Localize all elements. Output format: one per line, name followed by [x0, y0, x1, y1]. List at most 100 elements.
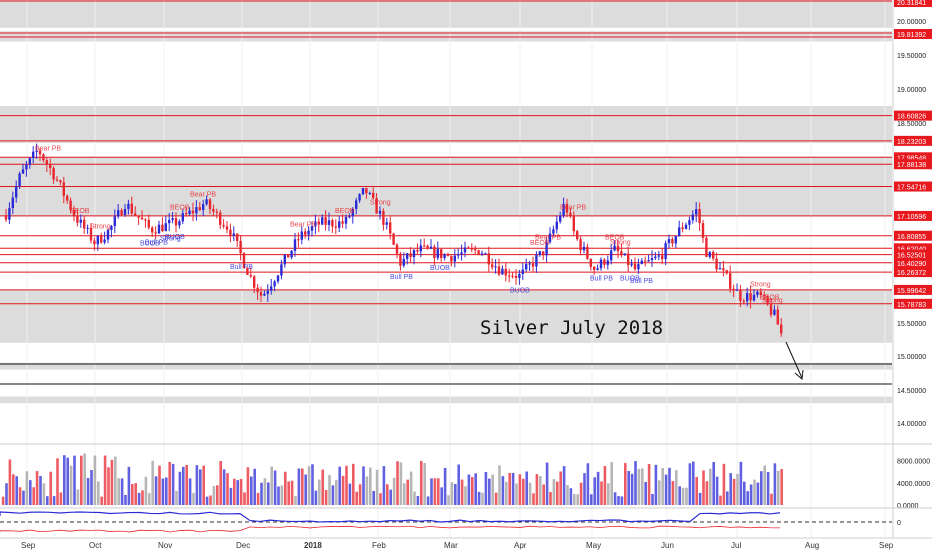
candle-body — [569, 212, 572, 216]
candle-body — [712, 251, 715, 259]
price-level-tag — [894, 181, 932, 192]
candle-body — [756, 291, 759, 295]
signal-label: Strong — [610, 240, 631, 247]
volume-bar — [678, 486, 681, 505]
volume-bar — [205, 496, 209, 505]
time-tick-label: Dec — [236, 541, 250, 550]
signal-label: BUOB — [510, 287, 530, 294]
price-level-tag — [894, 29, 932, 39]
volume-bar — [199, 469, 202, 505]
volume-bar — [103, 455, 107, 505]
candle-body — [191, 210, 195, 214]
candle-body — [776, 309, 779, 325]
time-tick-label: Sep — [879, 541, 894, 550]
volume-bar — [590, 494, 593, 505]
candle-body — [582, 246, 586, 251]
volume-bar — [505, 481, 508, 505]
signal-label: BEOB — [335, 208, 355, 215]
candle-body — [382, 210, 385, 225]
signal-label: Bull PB — [630, 278, 653, 285]
candle-body — [477, 250, 480, 255]
candle-body — [83, 219, 86, 229]
candle-body — [4, 216, 8, 220]
candle-body — [450, 256, 453, 262]
volume-bar — [158, 465, 161, 505]
signal-label: BUOB — [165, 234, 185, 241]
volume-pane: 8000.0000 4000.0000 0.0000 — [0, 443, 932, 510]
candle-body — [15, 185, 18, 198]
volume-bar — [22, 490, 25, 505]
price-level-tag — [894, 267, 932, 278]
candle-body — [168, 219, 171, 224]
volume-bar — [777, 470, 780, 505]
candle-body — [151, 227, 154, 233]
candle-body — [735, 289, 739, 291]
volume-tick-label: 8000.0000 — [897, 459, 930, 466]
candle-body — [205, 199, 208, 205]
volume-bar — [695, 476, 698, 505]
candle-body — [535, 255, 538, 267]
volume-bar — [739, 461, 743, 505]
chart-title: Silver July 2018 — [480, 317, 663, 339]
candle-body — [222, 224, 225, 227]
volume-bar — [270, 466, 273, 505]
volume-bar — [114, 456, 117, 505]
candle-body — [270, 286, 273, 291]
oscillator-pane: 0 — [0, 507, 932, 533]
volume-bar — [773, 463, 777, 505]
signal-label: Strong — [160, 235, 181, 242]
volume-bar — [86, 478, 90, 505]
candle-body — [511, 275, 514, 277]
candle-body — [705, 237, 708, 257]
candle-body — [249, 274, 252, 277]
candle-body — [137, 215, 140, 218]
price-axis[interactable]: 20.00000 19.50000 19.00000 18.50000 15.50000… — [892, 0, 932, 538]
candle-body — [610, 250, 613, 261]
candle-body — [123, 208, 127, 215]
candle-body — [52, 168, 55, 180]
volume-bar — [488, 478, 491, 505]
volume-bar — [573, 494, 576, 505]
zone-2 — [0, 106, 892, 143]
candle-body — [293, 239, 297, 251]
candle-body — [695, 209, 698, 215]
price-level-label: 17.88138 — [897, 162, 926, 169]
volume-bar — [39, 475, 42, 505]
volume-bar — [661, 468, 664, 505]
candle-body — [259, 292, 263, 296]
volume-bar — [454, 483, 457, 505]
signal-label: BUOB — [140, 241, 160, 248]
volume-bar — [508, 473, 511, 505]
candle-body — [120, 210, 123, 215]
candle-body — [729, 273, 732, 289]
volume-bar — [355, 491, 358, 505]
candle-body — [470, 248, 473, 250]
price-tick-label: 18.50000 — [897, 121, 926, 128]
candle-body — [678, 227, 681, 237]
candle-body — [181, 213, 184, 222]
volume-bar — [566, 485, 569, 505]
volume-bar — [90, 470, 93, 505]
candle-body — [100, 235, 103, 243]
candle-body — [273, 281, 276, 287]
volume-bar — [127, 466, 131, 505]
candle-body — [402, 258, 405, 266]
candle-body — [494, 266, 497, 268]
price-tick-label: 19.00000 — [897, 87, 926, 94]
candle-body — [538, 251, 541, 256]
price-zones — [0, 0, 892, 404]
price-level-label: 17.10596 — [897, 214, 926, 221]
candle-body — [480, 253, 484, 255]
projection-arrow — [785, 341, 804, 380]
volume-bar — [654, 464, 658, 505]
candle-body — [178, 221, 181, 226]
volume-bar — [260, 482, 263, 505]
volume-bar — [532, 493, 535, 505]
volume-bar — [301, 468, 304, 505]
volume-bar — [120, 478, 124, 505]
volume-bar — [409, 471, 413, 505]
volume-bar — [477, 491, 481, 505]
candle-body — [324, 217, 327, 225]
time-axis[interactable]: Sep Oct Nov Dec 2018 Feb Mar Apr May Jun Jul Aug Sep — [0, 537, 932, 550]
volume-bar — [511, 472, 515, 505]
